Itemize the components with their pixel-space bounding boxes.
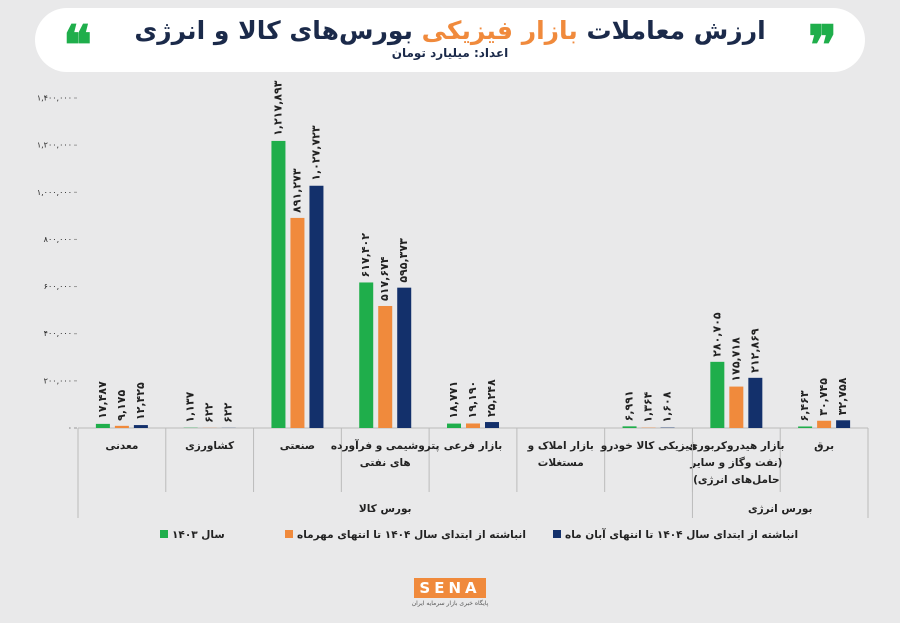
y-tick-label: ۱,۲۰۰,۰۰۰ — [37, 141, 72, 150]
x-tick-label: فیزیکی کالا خودرو — [600, 440, 697, 452]
legend-label: انباشته از ابتدای سال ۱۴۰۴ تا انتهای آبا… — [565, 528, 798, 541]
value-label: ۲۵,۲۴۸ — [485, 379, 498, 417]
value-label: ۱,۳۶۴ — [642, 391, 655, 422]
value-label: ۹,۱۷۵ — [115, 390, 128, 421]
bar — [485, 422, 499, 428]
title-part: ارزش معاملات — [586, 16, 766, 45]
x-tick-label: حامل‌های انرژی) — [693, 474, 779, 486]
value-label: ۵۹۵,۳۷۳ — [397, 238, 410, 283]
legend-swatch — [285, 530, 293, 538]
bar — [271, 140, 286, 428]
x-tick-label: بازار املاک و — [527, 440, 594, 452]
y-tick-label: ۴۰۰,۰۰۰ — [44, 329, 72, 338]
x-tick-label: کشاورزی — [185, 440, 235, 452]
source-logo: SENA — [414, 578, 486, 598]
group-label: بورس انرژی — [748, 503, 813, 515]
x-tick-label: بازار هیدروکربوری — [688, 440, 784, 452]
value-label: ۶,۴۶۳ — [798, 390, 811, 421]
bar — [114, 425, 129, 428]
bar — [798, 426, 813, 428]
value-label: ۶۱۷,۴۰۲ — [359, 233, 372, 278]
bar — [710, 361, 725, 428]
value-label: ۱۷,۴۸۷ — [96, 381, 109, 419]
chart-title: ارزش معاملات بازار فیزیکی بورس‌های کالا … — [35, 16, 865, 45]
bar — [729, 386, 744, 428]
value-label: ۶۲۲ — [203, 402, 216, 422]
bar — [447, 423, 461, 428]
value-label: ۱,۰۲۷,۷۲۳ — [309, 125, 322, 181]
subtitle: اعداد: میلیارد تومان — [391, 46, 509, 60]
bar — [95, 423, 110, 428]
value-label: ۳۰,۷۴۵ — [817, 378, 830, 416]
x-tick-label: بازار فرعی — [444, 440, 502, 452]
group-label: بورس کالا — [359, 503, 412, 515]
value-label: ۱,۲۱۷,۸۹۳ — [271, 80, 284, 136]
y-tick-label: ۶۰۰,۰۰۰ — [44, 282, 72, 291]
x-tick-label: معدنی — [105, 440, 138, 452]
quote-mark: ❝ — [63, 13, 93, 77]
value-label: ۱۲,۴۲۵ — [134, 382, 147, 420]
value-label: ۱,۱۳۷ — [184, 391, 197, 422]
x-tick-label: صنعتی — [280, 440, 315, 452]
value-label: ۵۱۷,۶۷۴ — [378, 256, 391, 301]
legend-swatch — [160, 530, 168, 538]
value-label: ۱۷۵,۷۱۸ — [729, 337, 742, 382]
legend-swatch — [553, 530, 561, 538]
value-label: ۱۸,۷۷۱ — [447, 381, 460, 419]
y-tick-label: ۱,۰۰۰,۰۰۰ — [37, 188, 72, 197]
bar — [378, 305, 393, 428]
value-label: ۶۲۲ — [222, 402, 235, 422]
y-tick-label: ۲۰۰,۰۰۰ — [44, 376, 72, 385]
legend-label: سال ۱۴۰۳ — [172, 529, 225, 541]
value-label: ۶,۹۹۱ — [623, 390, 636, 421]
value-label: ۲۱۲,۸۶۹ — [748, 328, 761, 373]
x-tick-label: پتروشیمی و فرآورده — [331, 439, 440, 452]
bar — [748, 377, 763, 428]
value-label: ۱,۶۰۸ — [661, 391, 674, 422]
value-label: ۲۸۰,۷۰۵ — [710, 312, 723, 357]
bar — [466, 423, 480, 428]
bar — [359, 282, 374, 428]
bar — [836, 420, 851, 428]
bar — [290, 217, 305, 428]
bar — [622, 426, 637, 428]
x-tick-label: (نفت وگاز و سایر — [689, 456, 782, 469]
bar — [133, 425, 148, 428]
x-tick-label: برق — [814, 440, 834, 452]
quote-mark: ❞ — [807, 13, 837, 77]
y-tick-label: ۸۰۰,۰۰۰ — [44, 235, 72, 244]
bar — [397, 287, 412, 428]
value-label: ۳۲,۷۵۸ — [836, 377, 849, 415]
value-label: ۱۹,۱۹۰ — [466, 381, 479, 419]
source-text: پایگاه خبری بازار سرمایه ایران — [411, 600, 489, 607]
y-tick-label: ۰ — [68, 424, 72, 433]
title-part: بورس‌های کالا و انرژی — [134, 16, 413, 45]
x-tick-label: مستغلات — [538, 457, 584, 469]
x-tick-label: های نفتی — [360, 457, 411, 469]
bar — [309, 185, 324, 428]
title-highlight: بازار فیزیکی — [421, 16, 578, 45]
value-label: ۸۹۱,۲۷۳ — [290, 168, 303, 213]
bar — [817, 420, 832, 428]
legend-label: انباشته از ابتدای سال ۱۴۰۴ تا انتهای مهر… — [297, 529, 526, 541]
header: ❝ ❞ ارزش معاملات بازار فیزیکی بورس‌های ک… — [35, 8, 865, 72]
y-tick-label: ۱,۴۰۰,۰۰۰ — [37, 94, 72, 103]
